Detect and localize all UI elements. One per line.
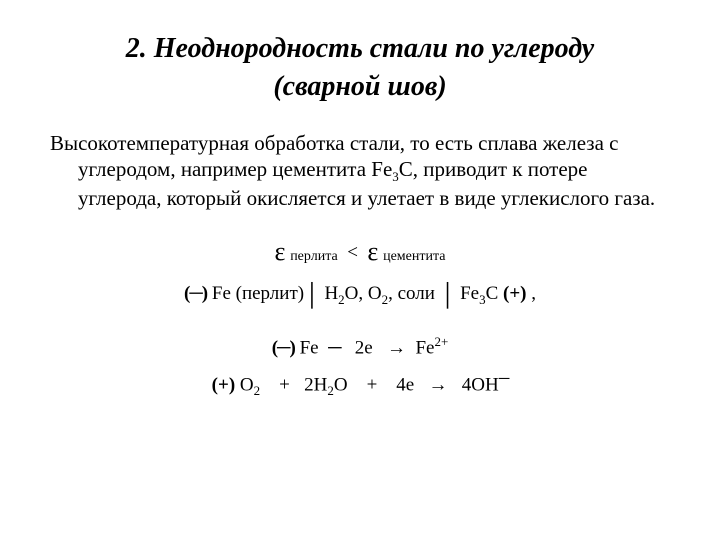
cathode-sign: (+) xyxy=(503,283,526,304)
epsilon-1: ε xyxy=(275,237,286,266)
rx2-arrow: → xyxy=(428,374,447,395)
rx2-product: 4OH xyxy=(462,374,499,395)
rx1-charge: 2+ xyxy=(434,334,448,349)
spacer xyxy=(50,315,670,329)
rx1-arrow: → xyxy=(387,337,406,358)
rx1-product: Fe xyxy=(415,337,434,358)
slide-root: 2. Неоднородность стали по углероду (сва… xyxy=(0,0,720,540)
rx1-dash: ─ xyxy=(328,337,340,358)
electrolyte-salts: , соли xyxy=(388,283,435,304)
electrolyte-o: O, O xyxy=(345,283,382,304)
inequality-line: ε перлита < ε цементита xyxy=(50,230,670,274)
rx2-o: O xyxy=(240,374,254,395)
anode-text: Fe (перлит) xyxy=(212,283,304,304)
rx2-plus-2: + xyxy=(367,374,378,395)
rx2-charge: ─ xyxy=(499,371,509,387)
body-paragraph: Высокотемпературная обработка стали, то … xyxy=(78,130,670,212)
bar-1: │ xyxy=(304,282,320,307)
title-line-1: 2. Неоднородность стали по углероду xyxy=(126,33,594,64)
cathode-sub: 3 xyxy=(479,292,486,307)
rx2-electrons: 4e xyxy=(396,374,414,395)
rx1-electrons: 2e xyxy=(355,337,373,358)
cell-trail: , xyxy=(531,283,536,304)
rx2-o-sub: 2 xyxy=(254,383,261,398)
galvanic-cell-line: (─) Fe (перлит)│ H2O, O2, соли │ Fe3C (+… xyxy=(50,276,670,313)
lt-sign: < xyxy=(347,242,358,263)
para-formula-sub: 3 xyxy=(392,169,399,184)
perlite-label: перлита xyxy=(290,249,338,264)
cathode-fe: Fe xyxy=(460,283,479,304)
anode-sign: (─) xyxy=(184,283,207,304)
rx2-h-sub: 2 xyxy=(327,383,334,398)
slide-title: 2. Неоднородность стали по углероду (сва… xyxy=(50,30,670,106)
title-line-2: (сварной шов) xyxy=(273,71,446,102)
rx1-sign: (─) xyxy=(272,337,295,358)
reduction-reaction: (+) O2 + 2H2O + 4e → 4OH─ xyxy=(50,367,670,402)
rx2-plus-1: + xyxy=(279,374,290,395)
cathode-c: C xyxy=(486,283,499,304)
electrolyte-h-sub: 2 xyxy=(338,292,345,307)
cementite-label: цементита xyxy=(383,249,445,264)
rx2-h: 2H xyxy=(304,374,327,395)
oxidation-reaction: (─) Fe ─ 2e → Fe2+ xyxy=(50,331,670,365)
bar-2: │ xyxy=(440,282,456,307)
rx2-h2o-tail: O xyxy=(334,374,348,395)
rx2-sign: (+) xyxy=(212,374,235,395)
equations-block: ε перлита < ε цементита (─) Fe (перлит)│… xyxy=(50,230,670,402)
electrolyte-h: H xyxy=(324,283,338,304)
electrolyte-o-sub: 2 xyxy=(382,292,389,307)
epsilon-2: ε xyxy=(367,237,378,266)
rx1-fe: Fe xyxy=(300,337,324,358)
